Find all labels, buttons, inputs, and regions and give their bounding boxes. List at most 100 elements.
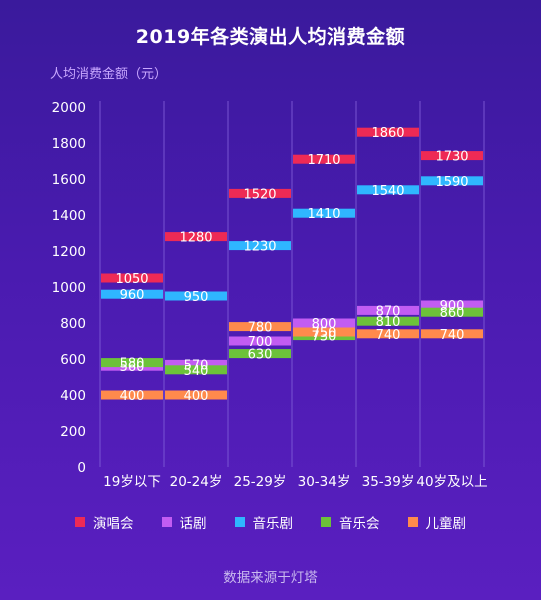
legend-swatch-classical-concert — [321, 517, 331, 527]
data-label-concert: 1730 — [435, 150, 468, 165]
bar-childrens-theatre — [357, 329, 419, 339]
x-category-label: 35-39岁 — [362, 474, 415, 490]
data-label-childrens-theatre: 750 — [312, 326, 337, 341]
chart-title: 2019年各类演出人均消费金额 — [135, 26, 406, 48]
y-tick-label: 1200 — [52, 244, 86, 260]
y-axis-label: 人均消费金额（元） — [50, 67, 168, 82]
bar-drama — [357, 305, 419, 315]
data-label-musical: 960 — [120, 288, 145, 303]
legend-item-classical-concert: 音乐会 — [321, 512, 380, 532]
bar-concert — [421, 151, 483, 161]
data-label-classical-concert: 860 — [440, 306, 465, 321]
bar-musical — [421, 176, 483, 186]
y-tick-label: 200 — [60, 424, 86, 440]
data-label-childrens-theatre: 400 — [120, 389, 145, 404]
legend-swatch-concert — [75, 517, 85, 527]
x-category-label: 40岁及以上 — [416, 474, 487, 490]
bar-classical-concert — [101, 358, 163, 368]
legend-label-classical-concert: 音乐会 — [339, 516, 380, 532]
data-label-concert: 1050 — [115, 272, 148, 287]
bar-musical — [101, 289, 163, 299]
data-label-childrens-theatre: 740 — [440, 328, 465, 343]
bar-classical-concert — [421, 307, 483, 317]
y-tick-label: 0 — [77, 460, 86, 476]
legend-label-drama: 话剧 — [179, 516, 207, 532]
legend-item-musical: 音乐剧 — [234, 512, 294, 532]
legend-swatch-musical — [234, 517, 245, 527]
data-label-concert: 1520 — [243, 187, 276, 202]
data-label-musical: 950 — [184, 290, 209, 305]
bar-data-labels: 1050 1280 1520 1710 1860 1730 560 570 700 800 870 9… — [115, 126, 468, 404]
data-label-musical: 1590 — [435, 175, 468, 190]
legend: 演唱会 话剧 音乐剧 音乐会 儿童剧 — [0, 512, 541, 532]
data-label-drama: 570 — [184, 358, 209, 373]
bar-classical-concert — [165, 365, 227, 375]
x-category-label: 19岁以下 — [103, 474, 161, 490]
data-label-childrens-theatre: 740 — [376, 328, 401, 343]
bar-concert — [101, 273, 163, 283]
y-tick-label: 2000 — [52, 100, 86, 116]
legend-swatch-childrens-theatre — [407, 517, 418, 527]
bar-concert — [165, 232, 227, 242]
data-label-drama: 700 — [248, 335, 273, 350]
bar-concert — [357, 127, 419, 137]
legend-label-musical: 音乐剧 — [252, 516, 294, 532]
y-tick-label: 1000 — [52, 280, 86, 296]
y-tick-label: 1800 — [52, 136, 86, 152]
bar-classical-concert — [357, 316, 419, 326]
bar-concert — [293, 154, 355, 164]
bar-drama — [293, 318, 355, 328]
data-label-drama: 900 — [440, 299, 465, 314]
data-label-musical: 1230 — [243, 240, 276, 255]
data-label-concert: 1710 — [307, 153, 340, 168]
bar-drama — [229, 336, 291, 346]
data-label-drama: 800 — [312, 317, 337, 332]
bar-childrens-theatre — [421, 329, 483, 339]
bar-concert — [229, 188, 291, 198]
data-label-musical: 1540 — [371, 184, 404, 199]
bar-childrens-theatre — [165, 390, 227, 400]
y-tick-label: 1600 — [52, 172, 86, 188]
legend-label-childrens-theatre: 儿童剧 — [425, 516, 467, 532]
bar-drama — [421, 300, 483, 310]
data-label-childrens-theatre: 780 — [248, 321, 273, 336]
bar-musical — [165, 291, 227, 301]
data-label-classical-concert: 540 — [184, 364, 209, 379]
bar-marks — [101, 127, 483, 400]
bar-musical — [357, 185, 419, 195]
bar-drama — [165, 359, 227, 369]
bar-childrens-theatre — [293, 327, 355, 337]
x-category-label: 20-24岁 — [170, 474, 223, 490]
y-tick-label: 600 — [60, 352, 86, 368]
data-label-classical-concert: 630 — [248, 348, 273, 363]
y-axis-ticks: 0 200 400 600 800 1000 1200 1400 1600 1800 2000 — [52, 100, 86, 476]
legend-item-drama: 话剧 — [161, 512, 207, 532]
x-category-label: 30-34岁 — [298, 474, 351, 490]
bar-childrens-theatre — [229, 322, 291, 332]
legend-swatch-drama — [161, 517, 172, 527]
legend-item-childrens-theatre: 儿童剧 — [407, 512, 467, 532]
data-label-drama: 560 — [120, 360, 145, 375]
data-label-concert: 1860 — [371, 126, 404, 141]
data-label-classical-concert: 810 — [376, 315, 401, 330]
bar-classical-concert — [229, 349, 291, 359]
data-source-note: 数据来源于灯塔 — [223, 570, 318, 586]
y-tick-label: 400 — [60, 388, 86, 404]
data-label-classical-concert: 730 — [312, 330, 337, 345]
bar-musical — [293, 208, 355, 218]
x-category-label: 25-29岁 — [234, 474, 287, 490]
legend-label-concert: 演唱会 — [93, 516, 134, 532]
x-axis-categories: 19岁以下 20-24岁 25-29岁 30-34岁 35-39岁 40岁及以上 — [103, 474, 487, 490]
legend-item-concert: 演唱会 — [75, 512, 134, 532]
data-label-childrens-theatre: 400 — [184, 389, 209, 404]
data-label-concert: 1280 — [179, 231, 212, 246]
data-label-classical-concert: 580 — [120, 357, 145, 372]
y-tick-label: 800 — [60, 316, 86, 332]
y-tick-label: 1400 — [52, 208, 86, 224]
data-label-drama: 870 — [376, 304, 401, 319]
column-dividers — [99, 101, 485, 467]
data-label-musical: 1410 — [307, 207, 340, 222]
bar-musical — [229, 241, 291, 251]
